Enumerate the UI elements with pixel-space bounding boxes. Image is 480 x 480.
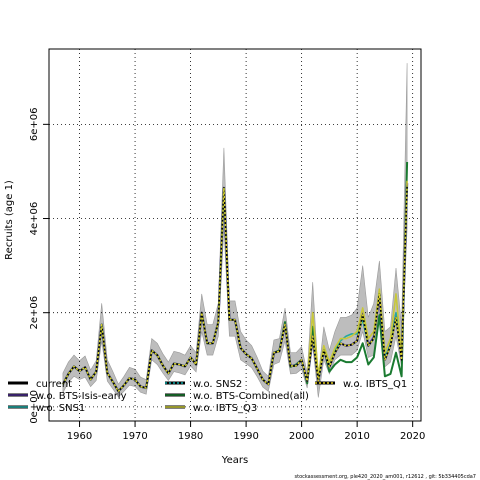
plot-frame [48,48,422,422]
series-line-2 [62,185,408,393]
x-tick-label: 1970 [122,431,147,442]
confidence-band-layer [62,63,408,398]
legend-label: w.o. IBTS_Q1 [343,379,407,390]
x-tick-label: 2000 [289,431,314,442]
legend-label: w.o. BTS-Combined(all) [193,391,309,402]
series-line-3 [62,185,408,392]
y-tick-label: 6e+06 [29,108,40,142]
legend-label: current [36,379,72,390]
x-tick-label: 1990 [233,431,258,442]
x-axis-title: Years [221,455,248,466]
y-tick-label: 4e+06 [29,202,40,236]
series-line-0 [62,185,408,393]
legend-label: w.o. IBTS_Q3 [193,403,257,414]
footer-provenance: stockassessment.org, ple420_2020_am001, … [295,474,477,480]
y-axis-title: Recruits (age 1) [4,180,15,260]
y-tick-label: 0e+00 [29,390,40,424]
series-line-6 [62,185,408,392]
x-tick-label: 1980 [178,431,203,442]
legend-label: w.o. BTS-Isis-early [36,391,127,402]
confidence-band [62,63,408,398]
y-tick-label: 2e+06 [29,296,40,330]
x-tick-label: 1960 [67,431,92,442]
series-layer [61,161,409,393]
series-line-4 [62,161,409,393]
x-axis: 1960 1970 1980 1990 2000 2010 2020 [67,421,425,442]
x-tick-label: 2010 [344,431,369,442]
legend-label: w.o. SNS2 [193,379,242,390]
x-tick-label: 2020 [400,431,425,442]
legend-label: w.o. SNS1 [36,403,85,414]
y-axis: 0e+00 2e+06 4e+06 6e+06 [29,108,49,424]
